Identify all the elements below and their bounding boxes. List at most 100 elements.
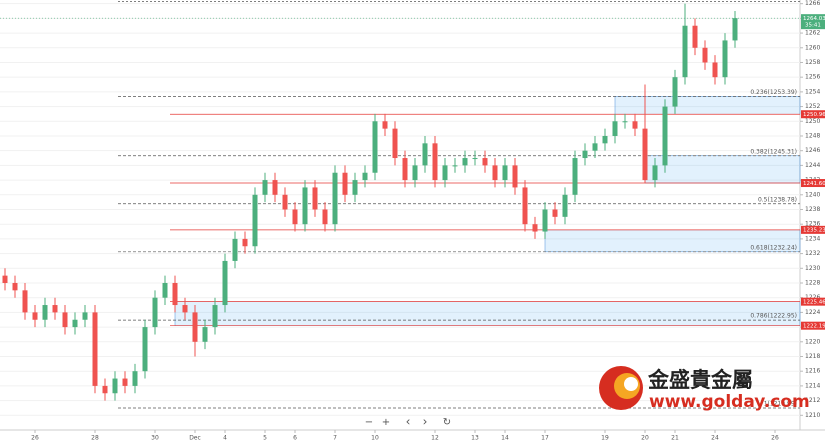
candle-body [32, 312, 38, 320]
candle-body [42, 305, 48, 320]
candle-body [442, 165, 448, 181]
y-tick-label: 1240 [805, 191, 820, 198]
candle-body [212, 305, 218, 328]
last-price-tag [801, 14, 825, 30]
candle-body [322, 209, 328, 225]
candle-body [672, 77, 678, 107]
y-tick-label: 1260 [805, 44, 820, 51]
candle-body [22, 290, 28, 313]
y-tick-label: 1220 [805, 338, 820, 345]
x-tick-label: 20 [641, 435, 649, 442]
price-tag-label: 1235.23 [803, 228, 825, 234]
candle-body [292, 209, 298, 225]
candle-body [332, 172, 338, 225]
candle-body [642, 128, 648, 181]
y-tick-label: 1262 [805, 30, 820, 37]
candle-body [312, 187, 318, 210]
x-tick-label: 12 [431, 435, 439, 442]
y-tick-label: 1256 [805, 74, 820, 81]
candle-body [702, 47, 708, 63]
y-tick-label: 1236 [805, 221, 820, 228]
scroll-left[interactable]: ‹ [406, 415, 411, 429]
logo-url: www.golday.com [649, 392, 810, 412]
candle-body [712, 62, 718, 78]
candle-body [602, 135, 608, 144]
y-tick-label: 1212 [805, 397, 820, 404]
candle-body [692, 25, 698, 48]
candle-body [422, 143, 428, 166]
x-tick-label: 19 [601, 435, 609, 442]
price-tag-label: 1241.60 [803, 181, 825, 187]
y-tick-label: 1252 [805, 103, 820, 110]
candle-body [252, 194, 258, 247]
scroll-right[interactable]: › [423, 415, 428, 429]
candle-body [552, 209, 558, 217]
price-tag [801, 110, 825, 119]
x-tick-label: 14 [501, 435, 509, 442]
price-tag-label: 1225.46 [803, 299, 825, 305]
price-tag [801, 179, 825, 188]
candle-body [122, 378, 128, 386]
y-tick-label: 1248 [805, 132, 820, 139]
candle-body [382, 121, 388, 129]
candle-body [202, 327, 208, 342]
candle-body [192, 312, 198, 342]
y-tick-label: 1254 [805, 88, 820, 95]
x-tick-label: 28 [91, 435, 99, 442]
candle-body [62, 312, 68, 328]
candle-body [502, 165, 508, 181]
logo-emblem-core [624, 377, 638, 391]
logo: 金盛貴金屬 www.golday.com [599, 366, 810, 412]
price-tag [801, 321, 825, 330]
candle-body [452, 165, 458, 167]
candle-body [432, 143, 438, 181]
x-tick-label: Dec [189, 435, 201, 442]
y-tick-label: 1216 [805, 368, 820, 375]
candle-body [472, 158, 478, 160]
countdown: 35:41 [805, 23, 821, 29]
price-tag [801, 225, 825, 234]
logo-name: 金盛貴金屬 [647, 368, 753, 392]
candle-body [132, 371, 138, 386]
x-tick-label: 17 [541, 435, 549, 442]
zone [644, 155, 801, 184]
candle-body [622, 121, 628, 123]
fib-label: 0.5(1238.78) [758, 196, 797, 203]
y-tick-label: 1218 [805, 353, 820, 360]
zoom-out[interactable]: − [365, 417, 373, 428]
candle-body [512, 165, 518, 188]
candle-body [542, 209, 548, 232]
fib-label: 0.236(1253.39) [750, 89, 797, 96]
candle-body [82, 312, 88, 320]
y-tick-label: 1228 [805, 279, 820, 286]
candle-body [52, 305, 58, 313]
candle-body [182, 305, 188, 313]
candle-body [722, 40, 728, 78]
y-tick-label: 1244 [805, 162, 820, 169]
candle-body [592, 143, 598, 151]
candle-body [72, 319, 78, 328]
last-price-label: 1264.03 [803, 16, 825, 22]
candle-body [402, 158, 408, 181]
x-tick-label: 24 [711, 435, 719, 442]
zoom-in[interactable]: + [382, 417, 390, 428]
y-tick-label: 1230 [805, 265, 820, 272]
reset[interactable]: ↻ [443, 417, 451, 428]
x-tick-label: 10 [371, 435, 379, 442]
candle-body [662, 106, 668, 166]
candle-body [482, 158, 488, 166]
candle-body [262, 180, 268, 195]
x-tick-label: 21 [671, 435, 679, 442]
x-tick-label: 6 [293, 435, 297, 442]
x-tick-label: 26 [771, 435, 779, 442]
fib-label: 1(1210.99) [764, 401, 797, 408]
candle-body [12, 282, 18, 291]
candle-body [152, 297, 158, 328]
fib-label: 0.382(1245.31) [750, 148, 797, 155]
candle-body [102, 385, 108, 394]
y-tick-label: 1224 [805, 309, 820, 316]
candle-body [242, 238, 248, 247]
candle-body [342, 172, 348, 195]
